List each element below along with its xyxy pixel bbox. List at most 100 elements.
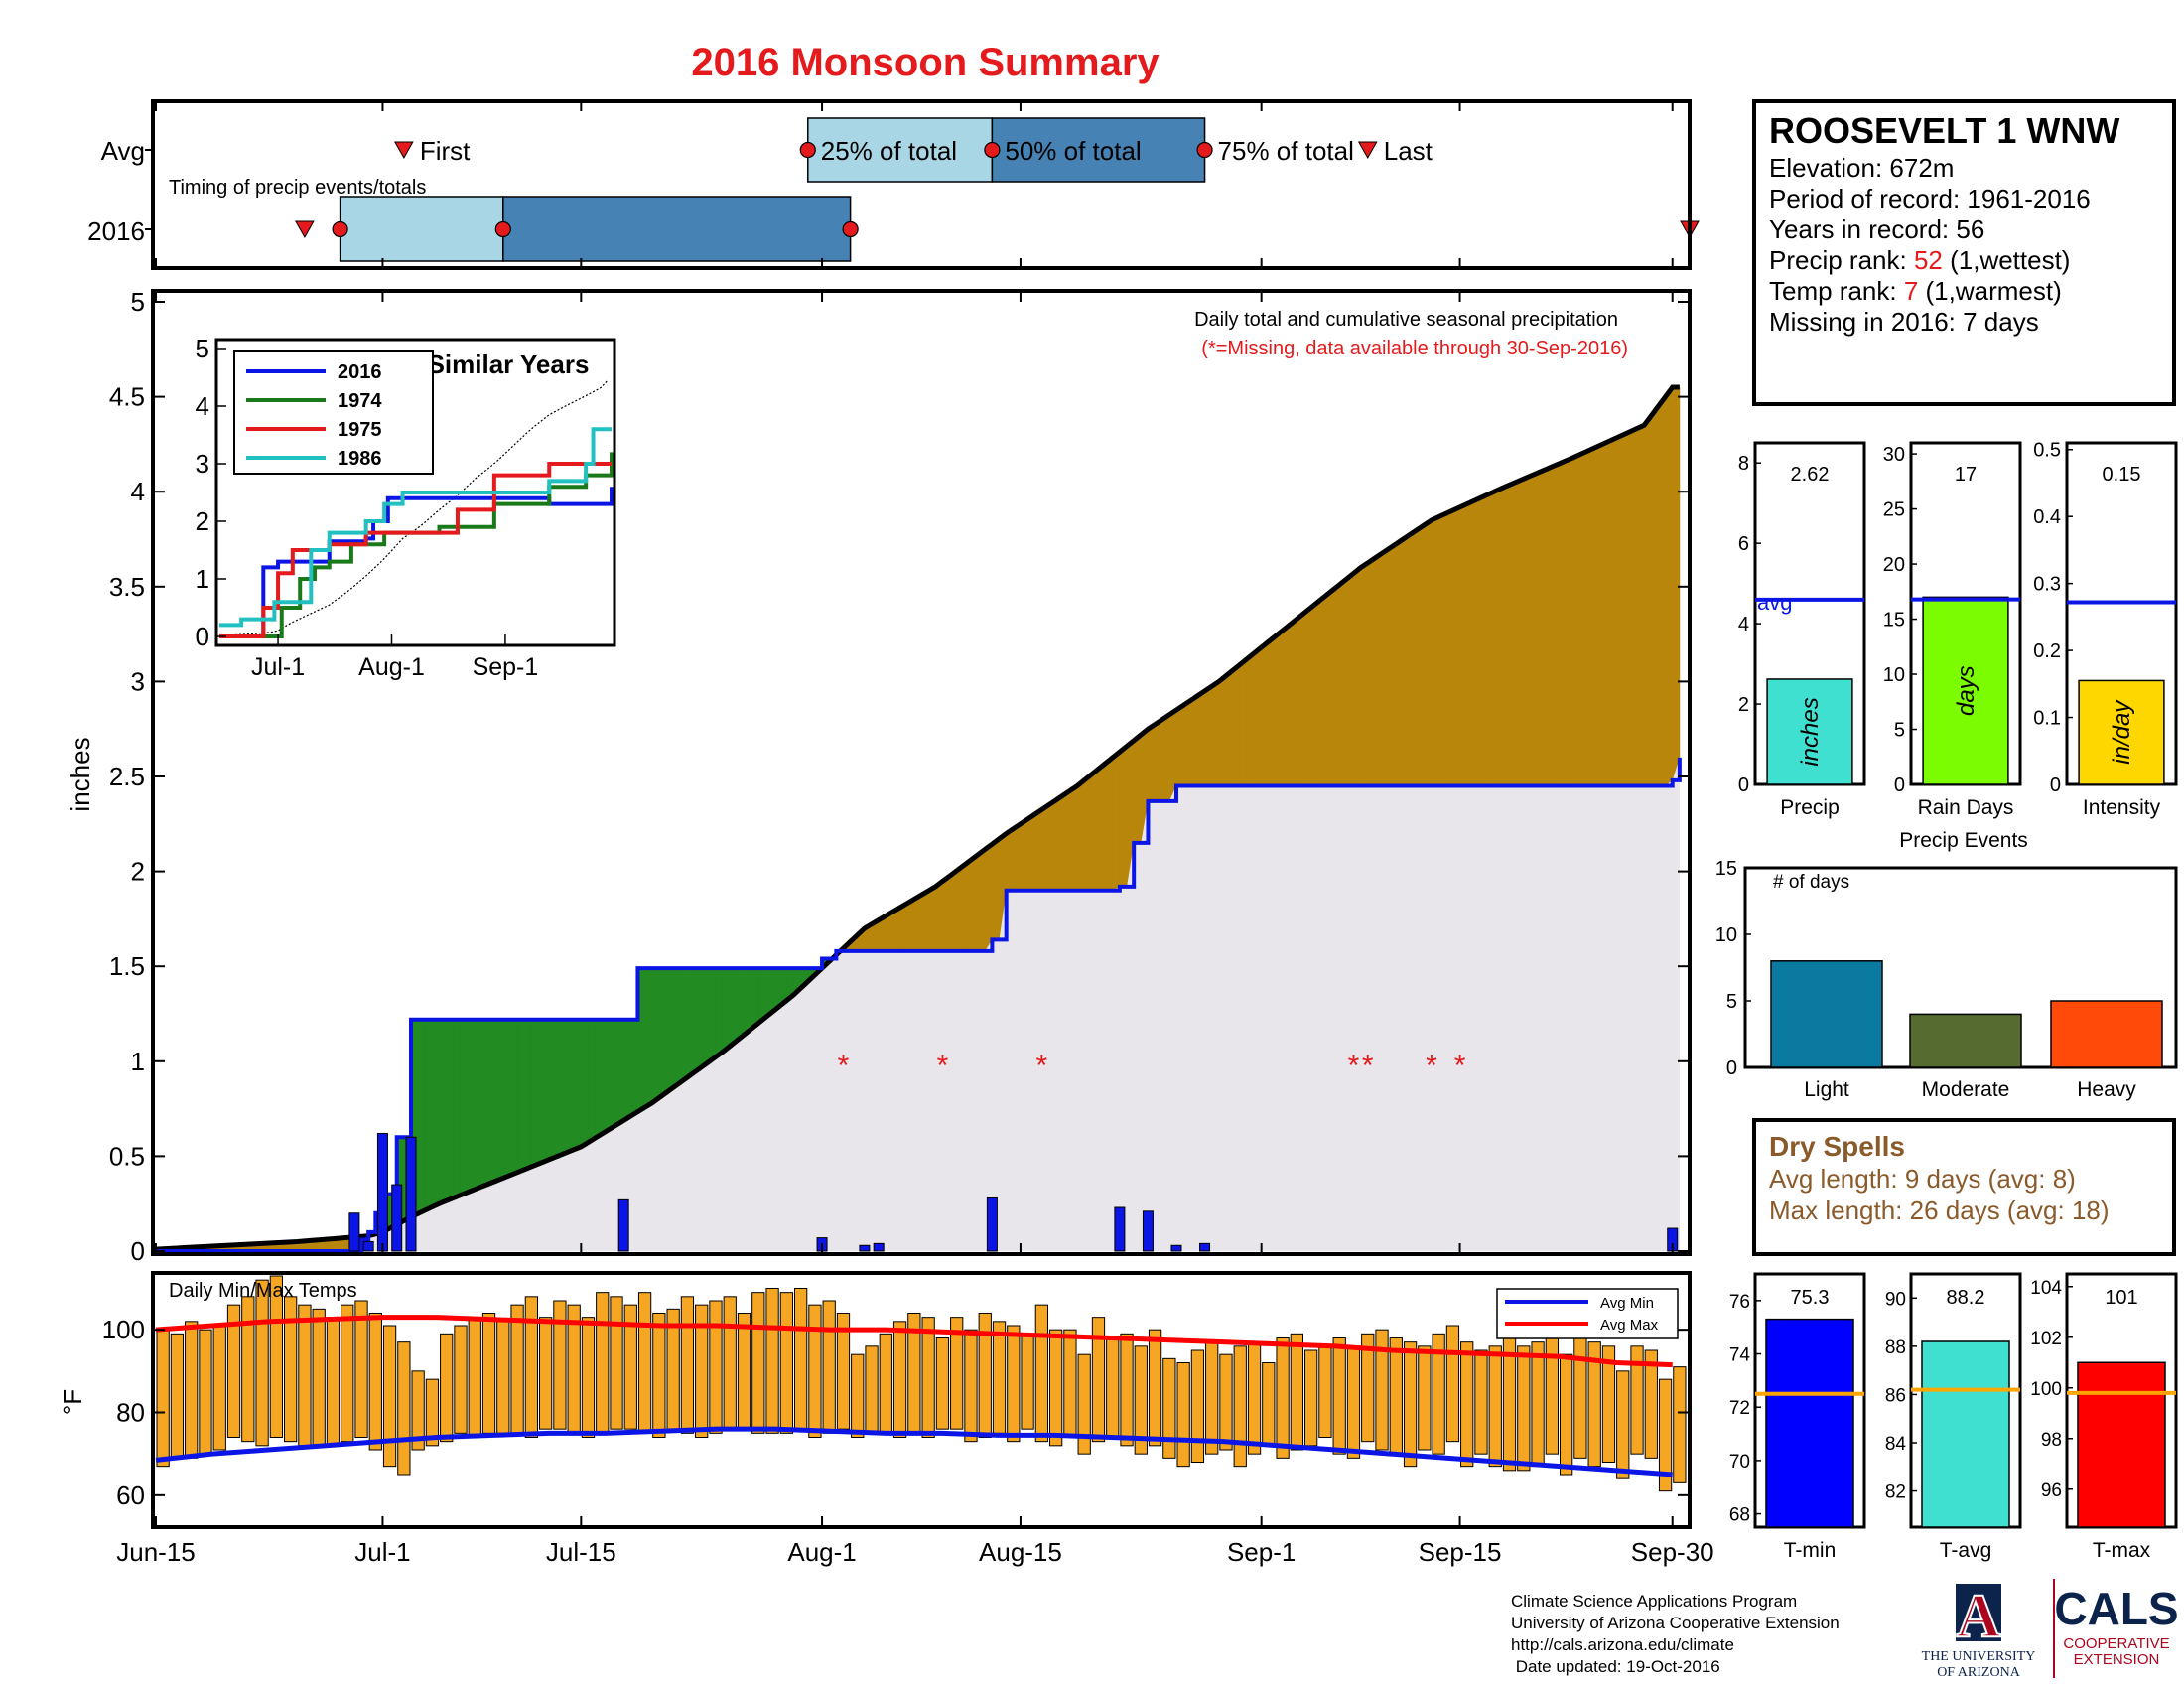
below-average-area [1501,484,1510,786]
daily-temp-bar [1587,1341,1601,1468]
above-average-area [516,1019,525,1174]
inset-xtick-label: Jul-1 [251,653,305,681]
temps-ylabel: °F [58,1389,87,1415]
ua-logo-letter: A [1957,1583,2001,1650]
timing-2016-50-marker [494,220,511,238]
panel-ytick-label: 20 [1883,554,1905,576]
similar-years-inset: 0 1 2 3 4 5 Jul-1 Aug-1 Sep-1 Similar Years 2016… [196,334,616,681]
temp-summary-ytick-label: 96 [2041,1480,2062,1501]
station-name: ROOSEVELT 1 WNW [1769,110,2119,151]
inset-xtick-label: Sep-1 [473,653,539,681]
daily-temp-bar [935,1337,950,1430]
below-average-area [892,907,900,952]
daily-temp-bar [199,1329,212,1455]
below-average-area [1381,547,1390,786]
timing-avg-last-marker [1357,141,1378,160]
main-ytick-label: 4 [131,477,145,506]
cals-logo-line2: EXTENSION [2074,1651,2160,1668]
daily-precip-bar [986,1196,998,1252]
daily-temp-bar [312,1308,326,1447]
precip-events-title: Precip Events [1899,829,2028,852]
above-average-area [679,967,688,1083]
daily-temp-bar [241,1296,255,1443]
station-precip-rank: Precip rank: 52 (1,wettest) [1769,245,2070,275]
daily-temp-bar [779,1292,794,1434]
daily-temp-bar [1077,1353,1091,1455]
daily-temp-bar [581,1317,596,1438]
below-average-area [1431,516,1439,786]
bar-text-precip: inches [1797,697,1824,766]
below-average-area [1459,503,1468,786]
date-axis-label: Sep-15 [1419,1537,1502,1567]
daily-temp-bar [255,1279,269,1447]
precip-events-label-light: Light [1804,1078,1849,1101]
below-average-area [1155,718,1163,802]
daily-temp-bar [1007,1325,1021,1443]
panel-ytick-label: 0 [1738,774,1749,796]
above-average-area [580,1019,589,1148]
above-average-area [715,967,724,1058]
below-average-area [1650,404,1659,786]
footer-line1: Climate Science Applications Program [1511,1592,1797,1611]
daily-temp-bar [440,1333,454,1443]
timing-2016-first-marker [295,220,315,239]
daily-temp-bar [1332,1337,1346,1455]
inset-ytick-label: 4 [196,391,209,421]
temp-summary-label-t-min: T-min [1784,1539,1837,1562]
below-average-area [970,853,979,952]
daily-temp-bar [368,1313,382,1451]
inset-xtick-label: Aug-1 [358,653,425,681]
panel-ytick-label: 15 [1883,610,1905,632]
timing-2016-25-marker [332,220,348,238]
footer-line4: Date updated: 19-Oct-2016 [1511,1657,1720,1676]
precip-events-bar-light [1770,960,1883,1068]
main-ytick-label: 3 [131,666,145,696]
temps-title: Daily Min/Max Temps [169,1280,357,1302]
temp-summary-ytick-label: 102 [2030,1329,2062,1349]
below-average-area [1537,469,1546,786]
daily-temp-bar [637,1292,652,1434]
below-average-area [927,886,936,952]
below-average-area [1367,557,1376,786]
precip-events-ytick-label: 15 [1715,858,1737,880]
panel-ytick-label: 0 [1894,774,1905,796]
above-average-area [474,1019,482,1191]
daily-temp-bar [510,1304,524,1434]
daily-temp-bar [865,1345,879,1434]
daily-precip-bar [1142,1210,1154,1252]
panel-ytick-label: 0.3 [2033,574,2061,596]
temp-summary-label-t-max: T-max [2093,1539,2151,1562]
below-average-area [1600,440,1609,786]
timing-label-2016: 2016 [87,216,145,246]
ua-logo-block [1956,1584,2001,1641]
below-average-area [1622,431,1631,786]
below-average-area [1112,751,1121,892]
station-elevation: Elevation: 672m [1769,153,1954,183]
below-average-area [1338,578,1347,786]
timing-avg-75-marker [1196,141,1213,159]
date-axis-label: Aug-15 [979,1537,1062,1567]
below-average-area [899,903,908,952]
daily-temp-bar [341,1304,354,1443]
below-average-area [1523,475,1532,786]
main-ytick-label: 4.5 [109,382,145,412]
below-average-area [1586,447,1595,786]
daily-temp-bar [680,1296,695,1434]
daily-temp-bar [1375,1329,1389,1451]
temps-legend [1496,1288,1679,1339]
temp-avg-min-line [155,1426,1673,1477]
date-axis-label: Aug-1 [787,1537,856,1567]
above-average-area [417,1019,426,1214]
station-temp-rank: Temp rank: 7 (1,warmest) [1769,276,2062,306]
precip-events-label-heavy: Heavy [2077,1078,2136,1101]
label-intensity: Intensity [2083,796,2161,819]
below-average-area [1572,453,1581,786]
below-average-area [1239,657,1248,786]
below-average-area [991,837,1000,940]
daily-temp-bar [411,1370,425,1451]
panel-ytick-label: 4 [1738,614,1749,635]
main-ytick-label: 1.5 [109,951,145,981]
daily-temp-bar [709,1300,723,1434]
below-average-area [1516,478,1525,786]
timing-avg-box-50-75 [991,117,1206,183]
